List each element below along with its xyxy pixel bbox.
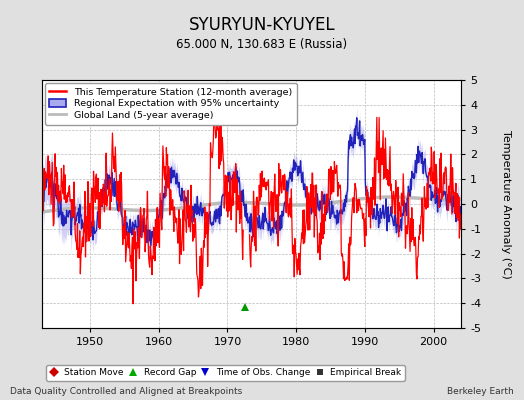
Text: 65.000 N, 130.683 E (Russia): 65.000 N, 130.683 E (Russia)	[177, 38, 347, 51]
Y-axis label: Temperature Anomaly (°C): Temperature Anomaly (°C)	[501, 130, 511, 278]
Text: Berkeley Earth: Berkeley Earth	[447, 387, 514, 396]
Text: SYURYUN-KYUYEL: SYURYUN-KYUYEL	[189, 16, 335, 34]
Legend: Station Move, Record Gap, Time of Obs. Change, Empirical Break: Station Move, Record Gap, Time of Obs. C…	[47, 365, 405, 381]
Text: Data Quality Controlled and Aligned at Breakpoints: Data Quality Controlled and Aligned at B…	[10, 387, 243, 396]
